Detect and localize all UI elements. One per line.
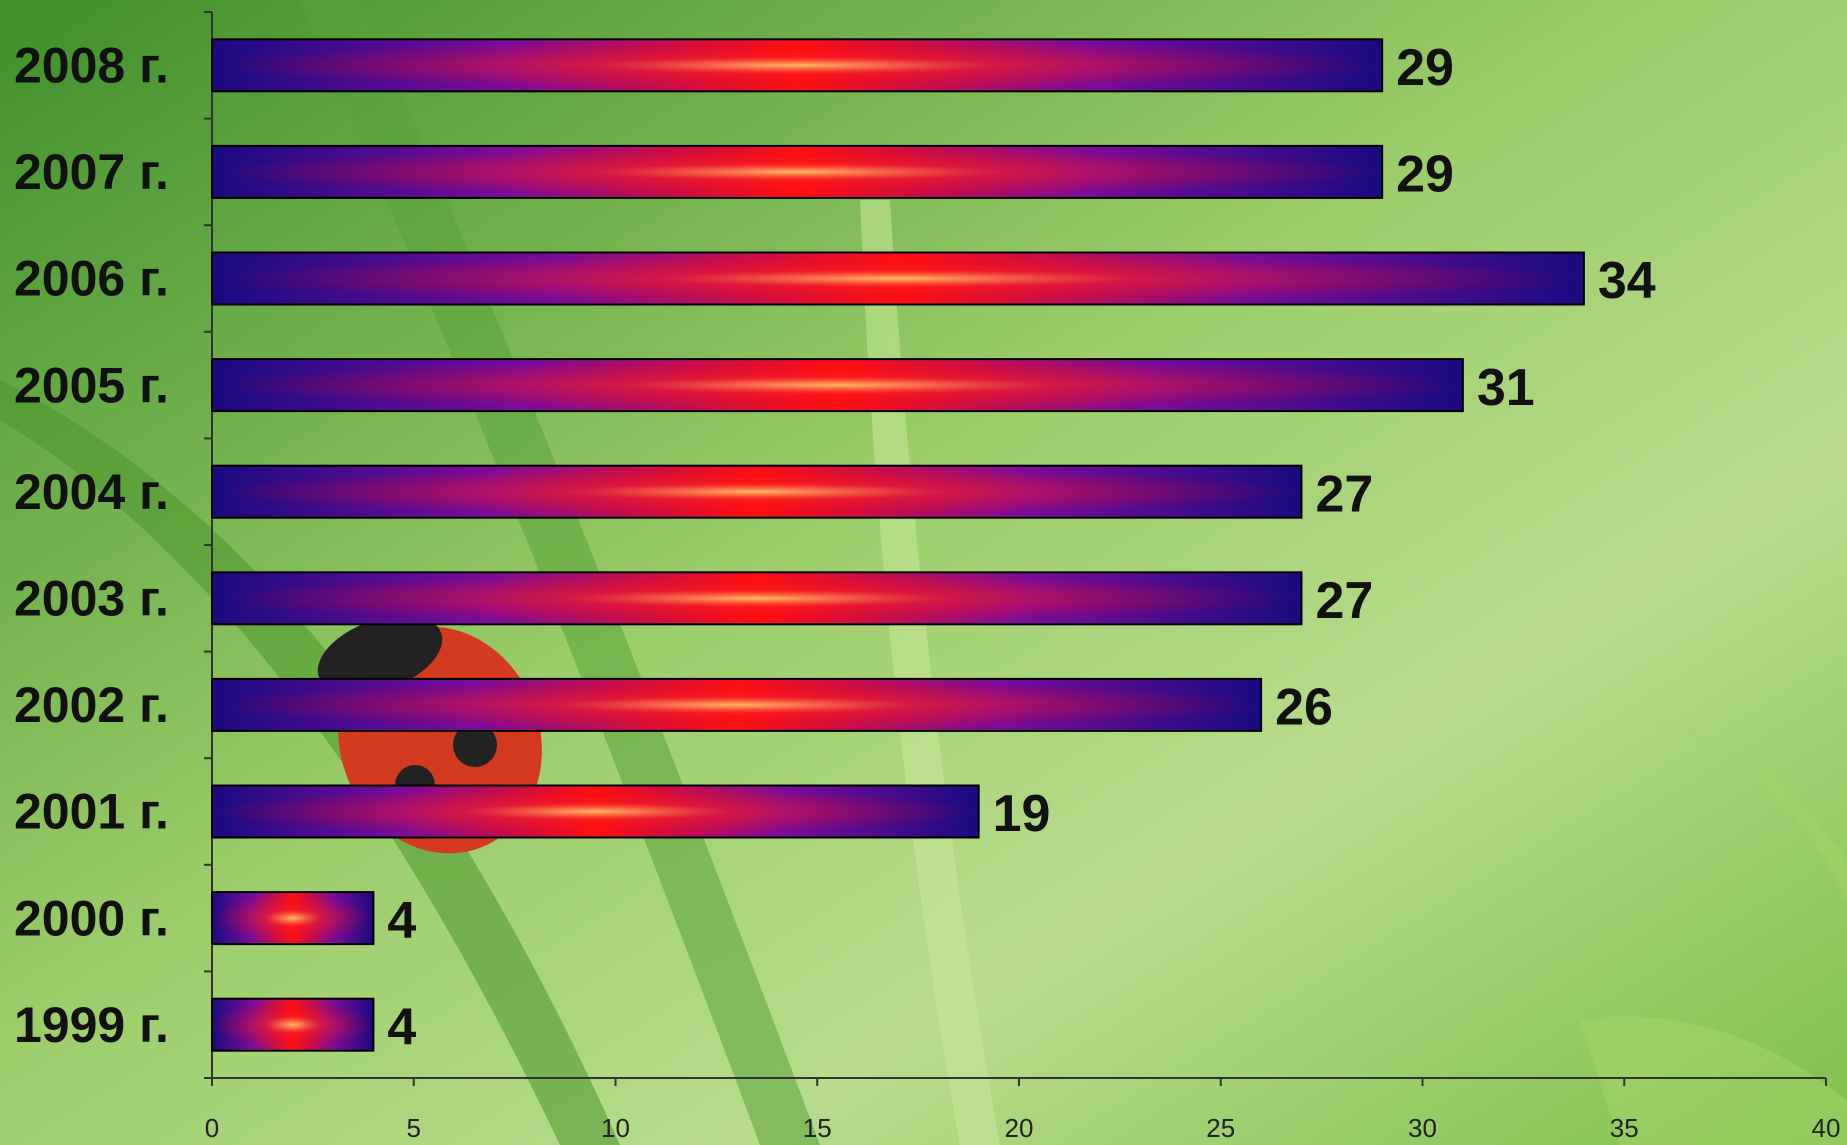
x-tick-label: 40 xyxy=(1812,1113,1841,1143)
y-tick-label: 2005 г. xyxy=(14,357,169,413)
x-tick-label: 20 xyxy=(1005,1113,1034,1143)
value-label: 4 xyxy=(387,892,416,950)
bar-glow xyxy=(212,147,1383,196)
bar-glow xyxy=(212,361,1463,410)
value-label: 27 xyxy=(1315,572,1373,630)
y-tick-label: 2003 г. xyxy=(14,571,169,627)
value-label: 31 xyxy=(1477,359,1535,417)
y-tick-label: 2006 г. xyxy=(14,251,169,307)
value-label: 29 xyxy=(1396,146,1454,204)
value-label: 34 xyxy=(1598,252,1656,310)
y-tick-label: 2004 г. xyxy=(14,464,169,520)
value-label: 26 xyxy=(1275,679,1333,737)
y-tick-label: 2002 г. xyxy=(14,677,169,733)
bar-glow xyxy=(212,574,1302,623)
bar-glow xyxy=(212,787,979,836)
value-label: 4 xyxy=(387,998,416,1056)
x-tick-label: 0 xyxy=(205,1113,219,1143)
y-tick-label: 2000 г. xyxy=(14,890,169,946)
x-tick-label: 5 xyxy=(407,1113,421,1143)
y-tick-label: 2008 г. xyxy=(14,38,169,94)
y-tick-label: 1999 г. xyxy=(14,997,169,1053)
y-tick-label: 2001 г. xyxy=(14,784,169,840)
value-label: 19 xyxy=(993,785,1051,843)
y-tick-label: 2007 г. xyxy=(14,144,169,200)
bar-glow xyxy=(212,41,1383,90)
value-label: 27 xyxy=(1315,465,1373,523)
value-label: 29 xyxy=(1396,39,1454,97)
x-tick-label: 10 xyxy=(601,1113,630,1143)
bar-glow xyxy=(212,254,1584,303)
x-tick-label: 25 xyxy=(1206,1113,1235,1143)
bar-glow xyxy=(212,467,1302,516)
bar-glow xyxy=(212,1000,374,1049)
x-tick-label: 35 xyxy=(1610,1113,1639,1143)
x-tick-label: 30 xyxy=(1408,1113,1437,1143)
x-tick-label: 15 xyxy=(803,1113,832,1143)
bar-glow xyxy=(212,894,374,943)
bar-glow xyxy=(212,680,1262,729)
